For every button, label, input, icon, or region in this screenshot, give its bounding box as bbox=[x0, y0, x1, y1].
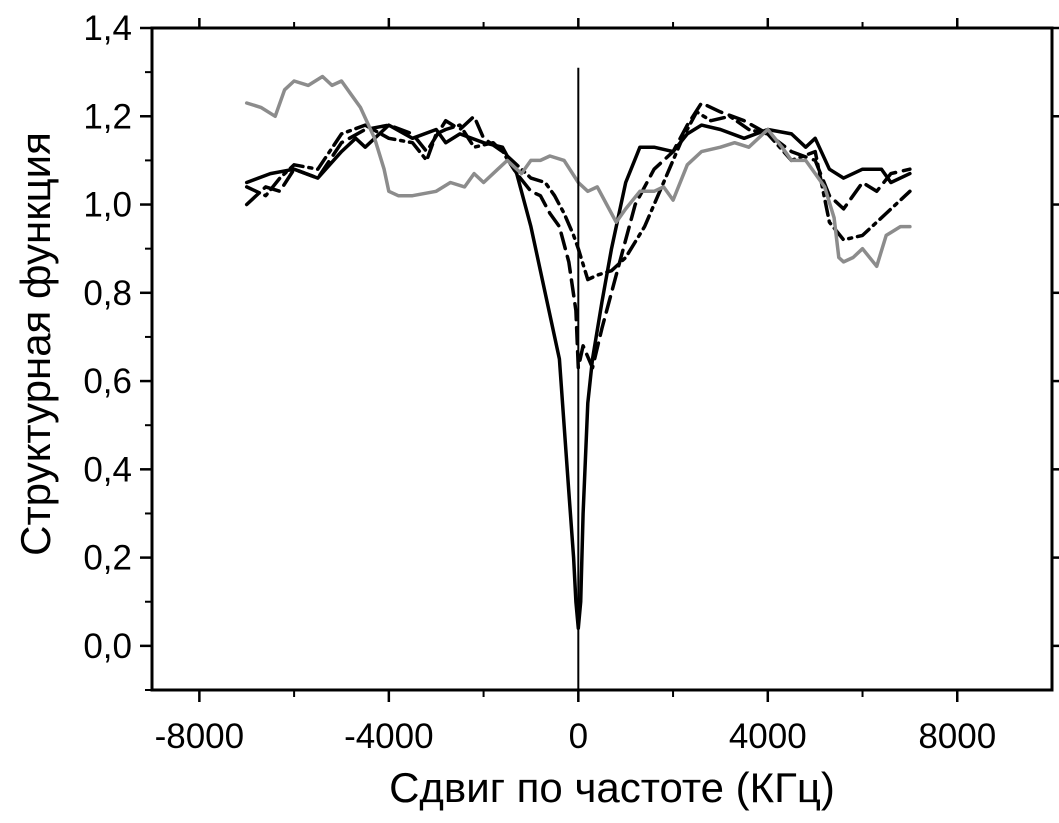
series-line-2 bbox=[244, 101, 912, 370]
y-tick-label: 1,4 bbox=[83, 9, 132, 48]
plot-frame bbox=[150, 26, 1054, 692]
y-tick-label: 0,6 bbox=[83, 362, 132, 401]
y-axis-title: Структурная функция bbox=[12, 132, 59, 556]
x-tick-label: 4000 bbox=[729, 717, 807, 756]
y-tick-label: 0,2 bbox=[83, 539, 132, 578]
y-tick-label: 1,2 bbox=[83, 97, 132, 136]
y-tick-label: 1,0 bbox=[83, 186, 132, 225]
x-tick-label: 8000 bbox=[918, 717, 996, 756]
series-line-3 bbox=[244, 110, 912, 282]
y-tick-label: 0,8 bbox=[83, 274, 132, 313]
y-tick-label: 0,0 bbox=[83, 627, 132, 666]
x-axis-title: Сдвиг по частоте (КГц) bbox=[389, 764, 835, 811]
x-tick-label: -4000 bbox=[344, 717, 434, 756]
x-tick-label: 0 bbox=[569, 717, 588, 756]
y-tick-label: 0,4 bbox=[83, 450, 132, 489]
tick-labels-layer: -8000 -4000 0 4000 8000 0,0 0,2 0,4 0,6 0,8 1,0 1,2… bbox=[83, 9, 996, 756]
x-tick-label: -8000 bbox=[155, 717, 245, 756]
ticks-layer bbox=[140, 18, 1059, 702]
series-line-4 bbox=[244, 74, 912, 269]
